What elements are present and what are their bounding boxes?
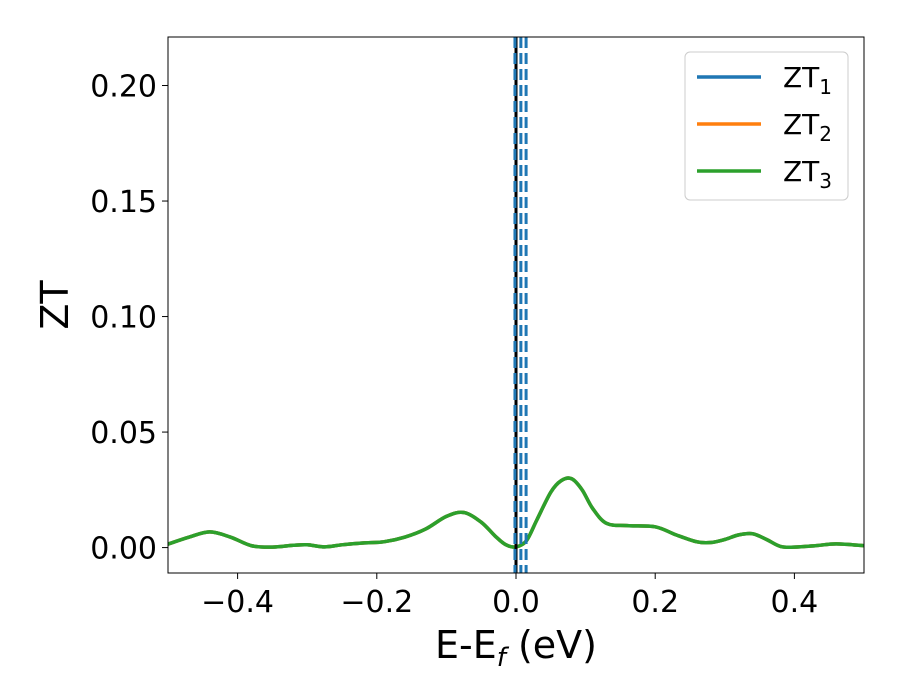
y-axis-label: ZT [33,280,77,330]
x-tick-label: −0.2 [340,585,413,620]
legend-label-zt1: ZT1 [783,61,832,99]
y-tick-label: 0.00 [90,532,157,567]
x-axis-label: E-Ef (eV) [435,623,597,673]
x-tick-label: −0.4 [201,585,274,620]
y-tick-label: 0.05 [90,416,157,451]
y-tick-label: 0.15 [90,185,157,220]
y-tick-label: 0.10 [90,301,157,336]
legend-frame [684,51,849,201]
series-line-zt3 [168,476,864,550]
y-tick-label: 0.20 [90,70,157,105]
x-axis-label-unit: (eV) [506,623,597,667]
x-axis-label-main: E-E [435,623,497,667]
x-tick-label: 0.4 [771,585,819,620]
legend-label-zt3: ZT3 [783,155,832,193]
x-tick-label: 0.0 [492,585,540,620]
x-tick-label: 0.2 [631,585,679,620]
legend-label-zt2: ZT2 [783,108,832,146]
legend: ZT1 ZT2 ZT3 [684,51,849,201]
